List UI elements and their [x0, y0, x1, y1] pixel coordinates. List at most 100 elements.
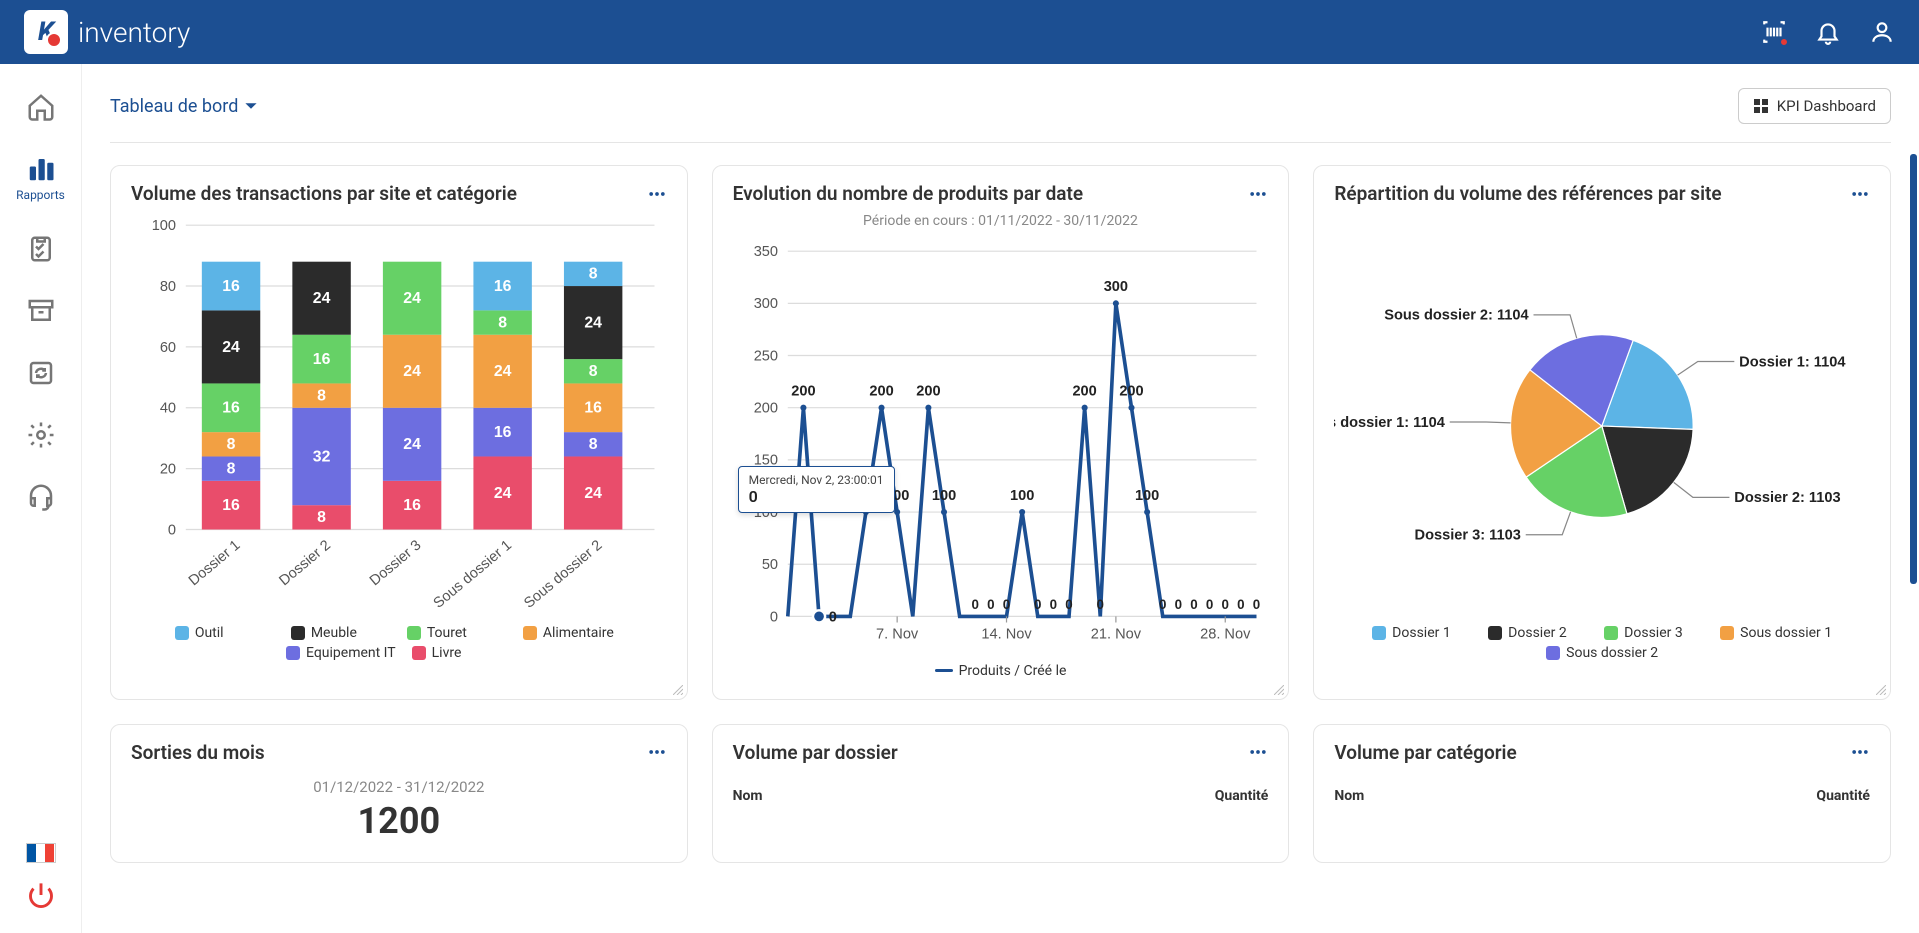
top-bar: K inventory	[0, 0, 1919, 64]
svg-text:7. Nov: 7. Nov	[876, 626, 919, 642]
sidebar-item-support[interactable]	[21, 482, 61, 512]
legend-item[interactable]: Dossier 1	[1372, 625, 1472, 641]
svg-text:8: 8	[317, 509, 326, 526]
svg-text:Sous dossier 2: 1104: Sous dossier 2: 1104	[1385, 308, 1530, 324]
tooltip-value: 0	[749, 487, 884, 506]
svg-text:20: 20	[160, 462, 176, 478]
svg-text:0: 0	[1034, 597, 1041, 612]
svg-text:16: 16	[584, 400, 602, 417]
chevron-down-icon	[244, 99, 258, 113]
svg-text:0: 0	[1159, 597, 1166, 612]
card-menu-button[interactable]	[1850, 184, 1870, 204]
svg-text:16: 16	[494, 278, 512, 295]
legend-item[interactable]: Outil	[175, 625, 275, 641]
svg-text:300: 300	[753, 296, 777, 312]
kpi-button-label: KPI Dashboard	[1777, 97, 1876, 115]
table2-col-name: Nom	[1334, 788, 1364, 804]
sidebar-item-sync[interactable]	[21, 358, 61, 388]
svg-text:32: 32	[313, 448, 331, 465]
pie-chart-svg: Dossier 1: 1104 Dossier 2: 1103 Dossier 3:…	[1334, 213, 1870, 615]
page-title-dropdown[interactable]: Tableau de bord	[110, 96, 258, 117]
dashboard-icon	[1753, 98, 1769, 114]
svg-text:200: 200	[1119, 384, 1143, 400]
svg-text:28. Nov: 28. Nov	[1200, 626, 1251, 642]
svg-text:16: 16	[403, 497, 421, 514]
svg-text:80: 80	[160, 279, 176, 295]
svg-text:350: 350	[753, 244, 777, 260]
svg-text:200: 200	[1072, 384, 1096, 400]
card-menu-button[interactable]	[647, 742, 667, 762]
legend-item[interactable]: Dossier 3	[1604, 625, 1704, 641]
scrollbar-indicator[interactable]	[1910, 154, 1917, 584]
svg-text:100: 100	[1010, 488, 1034, 504]
svg-text:200: 200	[869, 384, 893, 400]
svg-text:24: 24	[584, 485, 602, 502]
svg-text:24: 24	[494, 363, 512, 380]
legend-item[interactable]: Equipement IT	[286, 645, 396, 661]
logout-icon[interactable]	[27, 881, 55, 909]
svg-text:200: 200	[791, 384, 815, 400]
svg-text:24: 24	[403, 436, 421, 453]
barcode-icon[interactable]	[1761, 19, 1787, 45]
svg-text:8: 8	[589, 266, 598, 283]
kpi-dashboard-button[interactable]: KPI Dashboard	[1738, 88, 1891, 124]
card-menu-button[interactable]	[647, 184, 667, 204]
legend-item[interactable]: Alimentaire	[523, 625, 623, 641]
stat-title: Sorties du mois	[131, 741, 265, 764]
card-line-chart: Evolution du nombre de produits par date…	[712, 165, 1290, 700]
card-menu-button[interactable]	[1850, 742, 1870, 762]
legend-item[interactable]: Dossier 2	[1488, 625, 1588, 641]
svg-text:24: 24	[584, 314, 602, 331]
legend-item[interactable]: Livre	[412, 645, 512, 661]
svg-text:8: 8	[589, 436, 598, 453]
line-chart-subtitle: Période en cours : 01/11/2022 - 30/11/20…	[733, 213, 1269, 229]
svg-text:8: 8	[227, 436, 236, 453]
svg-text:Sous dossier 1: Sous dossier 1	[431, 537, 515, 611]
brand[interactable]: K inventory	[24, 10, 190, 54]
svg-text:Dossier 1: 1104: Dossier 1: 1104	[1740, 354, 1847, 370]
svg-text:0: 0	[1221, 597, 1228, 612]
card-stat: Sorties du mois 01/12/2022 - 31/12/2022 …	[110, 724, 688, 863]
pie-chart-legend: Dossier 1 Dossier 2 Dossier 3 Sous dossier …	[1334, 625, 1870, 661]
bell-icon[interactable]	[1815, 19, 1841, 45]
svg-text:0: 0	[168, 522, 176, 538]
svg-text:Sous dossier 1: 1104: Sous dossier 1: 1104	[1334, 415, 1446, 431]
legend-item[interactable]: Sous dossier 1	[1720, 625, 1832, 641]
user-icon[interactable]	[1869, 19, 1895, 45]
svg-text:24: 24	[403, 290, 421, 307]
sidebar-item-archive[interactable]	[21, 296, 61, 326]
card-table-dossier: Volume par dossier Nom Quantité	[712, 724, 1290, 863]
stat-value: 1200	[131, 800, 667, 842]
svg-text:14. Nov: 14. Nov	[981, 626, 1032, 642]
card-menu-button[interactable]	[1248, 742, 1268, 762]
legend-item[interactable]: Produits / Créé le	[935, 663, 1067, 679]
svg-text:100: 100	[1135, 488, 1159, 504]
svg-text:0: 0	[828, 609, 836, 625]
legend-item[interactable]: Touret	[407, 625, 507, 641]
svg-text:0: 0	[1190, 597, 1197, 612]
table2-title: Volume par catégorie	[1334, 741, 1516, 764]
legend-item[interactable]: Meuble	[291, 625, 391, 641]
svg-text:Dossier 2: 1103: Dossier 2: 1103	[1735, 490, 1841, 506]
svg-text:16: 16	[222, 497, 240, 514]
svg-text:0: 0	[1049, 597, 1056, 612]
table1-col-name: Nom	[733, 788, 763, 804]
svg-text:50: 50	[761, 557, 777, 573]
svg-text:Dossier 3: Dossier 3	[367, 537, 425, 589]
svg-text:8: 8	[317, 387, 326, 404]
language-flag-fr[interactable]	[26, 843, 56, 863]
legend-item[interactable]: Sous dossier 2	[1546, 645, 1658, 661]
card-menu-button[interactable]	[1248, 184, 1268, 204]
svg-text:8: 8	[589, 363, 598, 380]
chart-tooltip: Mercredi, Nov 2, 23:00:01 0	[738, 466, 895, 513]
svg-text:0: 0	[1065, 597, 1072, 612]
svg-text:24: 24	[403, 363, 421, 380]
svg-text:16: 16	[222, 278, 240, 295]
svg-text:Dossier 3: 1103: Dossier 3: 1103	[1415, 528, 1521, 544]
sidebar-item-home[interactable]	[21, 92, 61, 122]
sidebar-item-settings[interactable]	[21, 420, 61, 450]
sidebar-item-reports[interactable]: Rapports	[21, 154, 61, 202]
sidebar-item-tasks[interactable]	[21, 234, 61, 264]
pie-chart-title: Répartition du volume des références par…	[1334, 182, 1721, 205]
brand-name: inventory	[78, 16, 190, 49]
